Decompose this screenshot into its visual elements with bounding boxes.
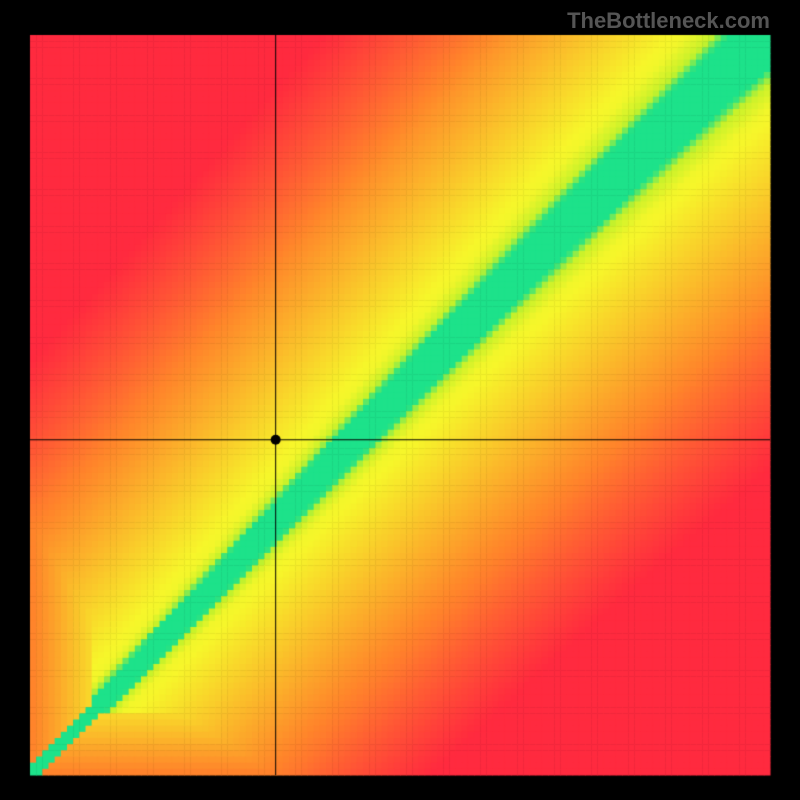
chart-container: TheBottleneck.com xyxy=(0,0,800,800)
bottleneck-heatmap xyxy=(0,0,800,800)
watermark-text: TheBottleneck.com xyxy=(567,8,770,34)
